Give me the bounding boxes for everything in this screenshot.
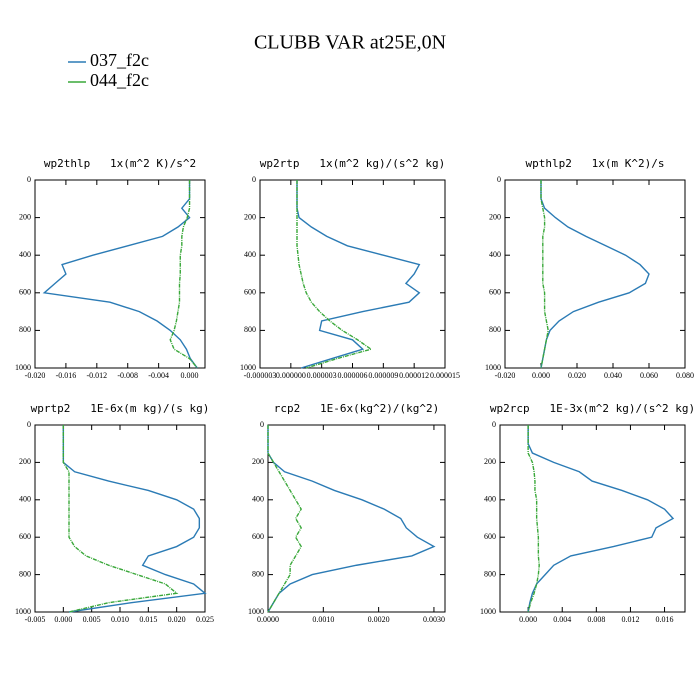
profile-line xyxy=(42,180,198,369)
y-tick-label: 1000 xyxy=(15,363,31,372)
y-tick-label: 800 xyxy=(19,325,31,334)
profile-line xyxy=(267,425,436,613)
profile-line xyxy=(169,180,198,369)
y-tick-label: 800 xyxy=(244,325,256,334)
profile-line xyxy=(540,180,549,369)
y-tick-label: 0 xyxy=(260,420,264,429)
x-tick-label: -0.012 xyxy=(86,371,107,380)
y-tick-label: 1000 xyxy=(485,363,501,372)
x-tick-label: 0.000 xyxy=(54,615,72,624)
x-tick-label: -0.016 xyxy=(56,371,77,380)
y-tick-label: 0 xyxy=(252,175,256,184)
y-tick-label: 0 xyxy=(27,420,31,429)
x-tick-label: 0.016 xyxy=(656,615,674,624)
x-tick-label: 0.000003 xyxy=(307,371,337,380)
y-tick-label: 200 xyxy=(19,212,31,221)
panel-title: wprtp2 1E-6x(m kg)/(s kg) xyxy=(31,402,210,415)
plot-frame xyxy=(34,179,206,369)
y-tick-label: 600 xyxy=(19,532,31,541)
profile-line xyxy=(62,425,207,613)
y-tick-label: 400 xyxy=(19,495,31,504)
x-tick-label: 0.020 xyxy=(168,615,186,624)
profile-line xyxy=(296,180,421,369)
x-tick-label: 0.060 xyxy=(640,371,658,380)
y-tick-label: 1000 xyxy=(480,607,496,616)
x-tick-label: 0.000 xyxy=(519,615,537,624)
panel-title: rcp2 1E-6x(kg^2)/(kg^2) xyxy=(274,402,440,415)
x-tick-label: 0.0030 xyxy=(423,615,445,624)
y-tick-label: 600 xyxy=(252,532,264,541)
x-tick-label: 0.000 xyxy=(181,371,199,380)
y-tick-label: 400 xyxy=(252,495,264,504)
panel-title: wp2thlp 1x(m^2 K)/s^2 xyxy=(44,157,196,170)
profile-line xyxy=(267,425,303,613)
y-tick-label: 200 xyxy=(244,212,256,221)
x-tick-label: 0.080 xyxy=(676,371,694,380)
x-tick-label: 0.0020 xyxy=(368,615,390,624)
profile-line xyxy=(527,425,540,613)
legend-label: 037_f2c xyxy=(90,50,149,70)
y-tick-label: 800 xyxy=(484,569,496,578)
y-tick-label: 400 xyxy=(489,250,501,259)
y-tick-label: 600 xyxy=(19,288,31,297)
plot-frame xyxy=(267,424,446,613)
x-tick-label: 0.025 xyxy=(196,615,214,624)
y-tick-label: 600 xyxy=(484,532,496,541)
y-tick-label: 1000 xyxy=(15,607,31,616)
x-tick-label: 0.004 xyxy=(553,615,571,624)
x-tick-label: 0.000012 xyxy=(399,371,429,380)
y-tick-label: 200 xyxy=(484,457,496,466)
x-tick-label: -0.005 xyxy=(25,615,46,624)
x-tick-label: -0.004 xyxy=(148,371,169,380)
y-tick-label: 800 xyxy=(252,569,264,578)
x-tick-label: -0.020 xyxy=(25,371,46,380)
legend-label: 044_f2c xyxy=(90,70,149,90)
y-tick-label: 400 xyxy=(484,495,496,504)
profile-line xyxy=(62,425,179,613)
y-tick-label: 800 xyxy=(19,569,31,578)
panel-title: wp2rtp 1x(m^2 kg)/(s^2 kg) xyxy=(260,157,445,170)
y-tick-label: 200 xyxy=(489,212,501,221)
y-tick-label: 800 xyxy=(489,325,501,334)
plot-frame xyxy=(499,424,686,613)
x-tick-label: -0.000003 xyxy=(244,371,277,380)
y-tick-label: 0 xyxy=(492,420,496,429)
plot-frame xyxy=(504,179,686,369)
y-tick-label: 600 xyxy=(489,288,501,297)
x-tick-label: 0.000006 xyxy=(338,371,368,380)
x-tick-label: 0.0000 xyxy=(257,615,279,624)
x-tick-label: 0.005 xyxy=(83,615,101,624)
x-tick-label: 0.015 xyxy=(139,615,157,624)
x-tick-label: 0.040 xyxy=(604,371,622,380)
x-tick-label: 0.010 xyxy=(111,615,129,624)
y-tick-label: 1000 xyxy=(240,363,256,372)
x-tick-label: -0.008 xyxy=(117,371,138,380)
panel-title: wpthlp2 1x(m K^2)/s xyxy=(525,157,664,170)
x-tick-label: 0.008 xyxy=(587,615,605,624)
panel-title: wp2rcp 1E-3x(m^2 kg)/(s^2 kg) xyxy=(490,402,695,415)
x-tick-label: 0.000009 xyxy=(368,371,398,380)
y-tick-label: 600 xyxy=(244,288,256,297)
y-tick-label: 200 xyxy=(19,457,31,466)
x-tick-label: 0.000015 xyxy=(430,371,460,380)
figure-title: CLUBB VAR at25E,0N xyxy=(254,32,446,54)
y-tick-label: 400 xyxy=(244,250,256,259)
profile-line xyxy=(527,425,675,613)
x-tick-label: 0.020 xyxy=(568,371,586,380)
y-tick-label: 1000 xyxy=(248,607,264,616)
y-tick-label: 400 xyxy=(19,250,31,259)
y-tick-label: 0 xyxy=(497,175,501,184)
x-tick-label: 0.000 xyxy=(532,371,550,380)
x-tick-label: 0.0010 xyxy=(312,615,334,624)
x-tick-label: 0.012 xyxy=(621,615,639,624)
x-tick-label: -0.020 xyxy=(495,371,516,380)
profile-line xyxy=(296,180,373,369)
y-tick-label: 200 xyxy=(252,457,264,466)
y-tick-label: 0 xyxy=(27,175,31,184)
x-tick-label: 0.000000 xyxy=(276,371,306,380)
